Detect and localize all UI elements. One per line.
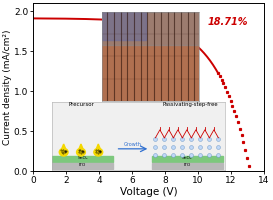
- Y-axis label: Current density (mA/cm²): Current density (mA/cm²): [4, 30, 13, 145]
- X-axis label: Voltage (V): Voltage (V): [120, 187, 177, 197]
- Text: 18.71%: 18.71%: [208, 17, 248, 27]
